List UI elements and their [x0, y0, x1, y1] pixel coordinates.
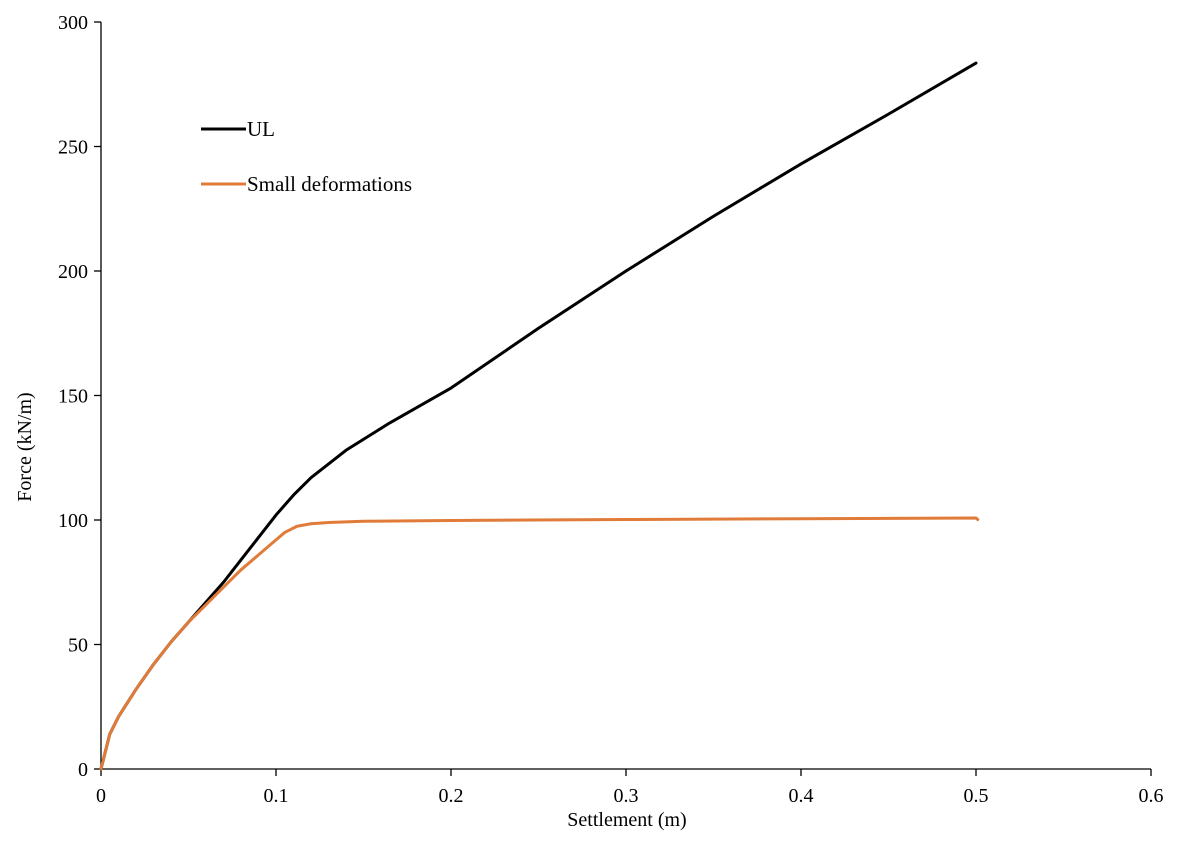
y-tick-label: 200 — [58, 261, 88, 283]
y-tick-label: 300 — [58, 12, 88, 34]
x-tick-label: 0.2 — [439, 785, 464, 807]
y-tick-label: 0 — [78, 759, 88, 781]
x-tick-label: 0.3 — [614, 785, 639, 807]
x-tick-label: 0.1 — [264, 785, 289, 807]
legend: UL Small deformations — [201, 117, 412, 196]
legend-label-ul: UL — [247, 117, 275, 141]
y-tick-label: 250 — [58, 137, 88, 159]
y-tick-label: 100 — [58, 510, 88, 532]
x-tick-label: 0.6 — [1139, 785, 1164, 807]
x-tick-label: 0.5 — [964, 785, 989, 807]
series-line-ul — [99, 61, 978, 771]
x-axis-title: Settlement (m) — [567, 809, 686, 831]
axes: 0 0.1 0.2 0.3 0.4 0.5 0.6 0 50 100 150 200 250 300 — [58, 12, 1164, 807]
series-lines — [99, 61, 980, 771]
y-tick-label: 50 — [68, 635, 88, 657]
series-line-small-deformations — [99, 516, 980, 771]
legend-label-small-deformations: Small deformations — [247, 172, 412, 196]
x-tick-label: 0 — [96, 785, 106, 807]
y-axis-title: Force (kN/m) — [14, 392, 36, 501]
x-tick-label: 0.4 — [789, 785, 814, 807]
y-tick-label: 150 — [58, 386, 88, 408]
